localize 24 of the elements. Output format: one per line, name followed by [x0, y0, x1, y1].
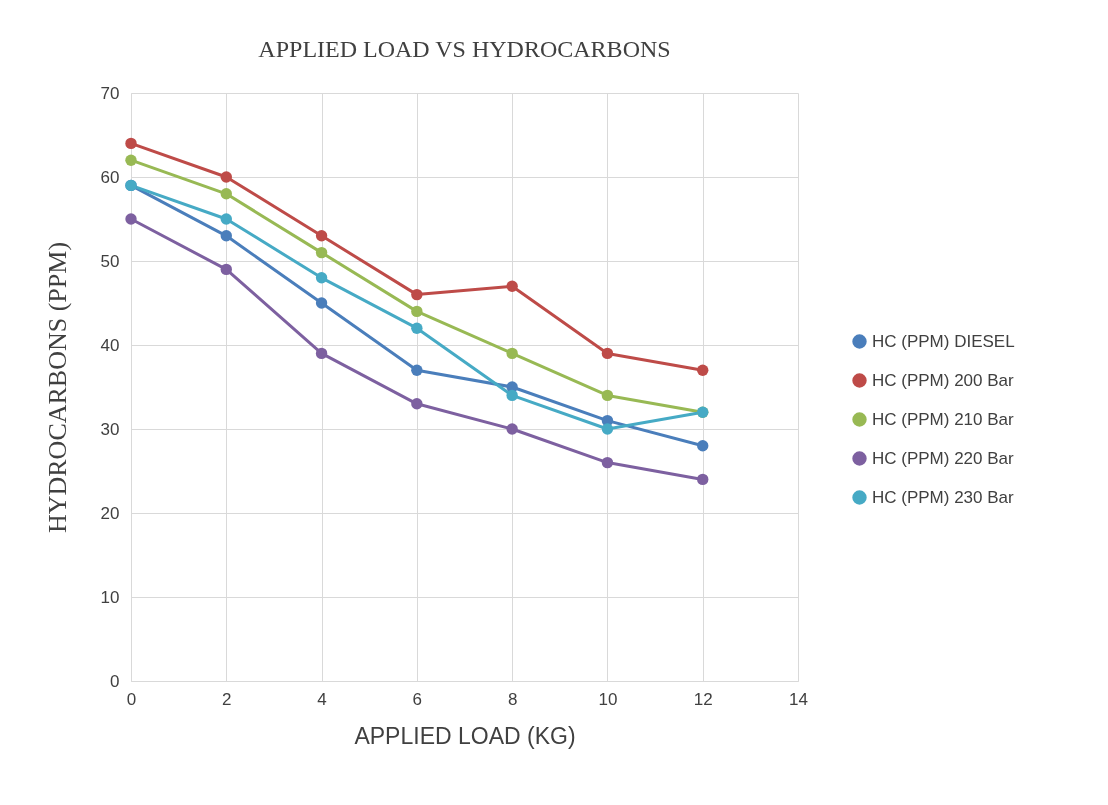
x-tick-label: 4	[317, 689, 327, 709]
y-tick-label: 70	[100, 83, 120, 103]
x-tick-label: 14	[789, 689, 808, 709]
y-tick-label: 50	[100, 251, 120, 271]
y-tick-label: 30	[100, 419, 120, 439]
x-tick-label: 6	[412, 689, 423, 709]
x-tick-label: 10	[598, 689, 618, 709]
y-tick-label: 10	[100, 587, 120, 607]
legend-label: HC (PPM) DIESEL	[872, 331, 1015, 351]
x-tick-label: 2	[222, 689, 232, 709]
y-tick-label: 60	[100, 167, 120, 187]
y-axis-title: HYDROCARBONS (PPM)	[42, 241, 72, 534]
y-tick-label: 0	[110, 671, 120, 691]
legend-label: HC (PPM) 220 Bar	[872, 448, 1015, 468]
legend-label: HC (PPM) 200 Bar	[872, 370, 1015, 390]
x-axis-title: APPLIED LOAD (KG)	[354, 722, 576, 749]
x-tick-label: 0	[126, 689, 137, 709]
legend-label: HC (PPM) 210 Bar	[872, 409, 1015, 429]
x-tick-label: 8	[507, 689, 518, 709]
y-tick-label: 20	[100, 503, 120, 523]
chart-title: APPLIED LOAD VS HYDROCARBONS	[258, 36, 671, 62]
x-tick-label: 12	[693, 689, 713, 709]
legend-label: HC (PPM) 230 Bar	[872, 487, 1015, 507]
y-tick-label: 40	[100, 335, 120, 355]
